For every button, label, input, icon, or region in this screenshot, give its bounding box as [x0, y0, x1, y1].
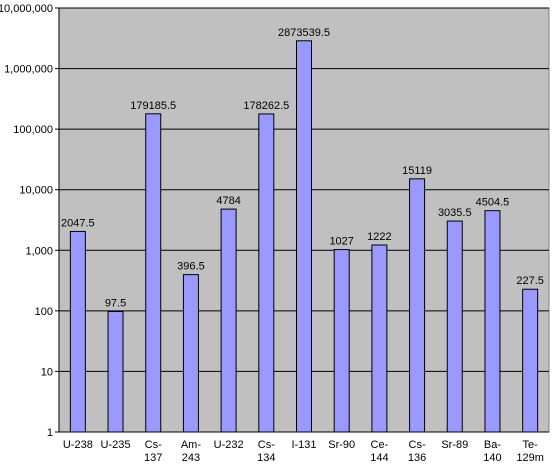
x-tick-label: Ce-144 [370, 439, 388, 464]
bar-value-label: 178262.5 [243, 100, 289, 112]
y-tick-label: 1,000 [25, 245, 53, 257]
x-tick-label: U-232 [214, 439, 244, 451]
y-tick-label: 100 [35, 306, 53, 318]
y-tick-label: 1 [47, 427, 53, 439]
x-tick-label: Te-129m [516, 439, 544, 464]
y-tick-label: 1,000,000 [4, 64, 53, 76]
bar [145, 113, 162, 433]
bar-value-label: 97.5 [105, 298, 126, 310]
bar [409, 178, 426, 433]
bar-value-label: 2047.5 [61, 217, 95, 229]
x-tick-label: Am-243 [181, 439, 202, 464]
bar [371, 244, 388, 433]
x-tick-label: U-235 [101, 439, 131, 451]
bar [522, 288, 539, 433]
x-tick-label: Cs-134 [257, 439, 275, 464]
bar [182, 274, 199, 433]
bar-value-label: 2873539.5 [278, 27, 330, 39]
bar [484, 210, 501, 433]
bar-value-label: 396.5 [177, 261, 205, 273]
bar-value-label: 3035.5 [438, 207, 472, 219]
bar-value-label: 1222 [367, 231, 391, 243]
y-tick-label: 10,000 [19, 185, 53, 197]
y-tick-label: 10 [41, 366, 53, 378]
x-tick-label: Cs-136 [408, 439, 426, 464]
bar [258, 113, 275, 433]
bar [446, 220, 463, 433]
bar [69, 230, 86, 433]
bar-value-label: 4784 [216, 195, 240, 207]
x-tick-label: U-238 [63, 439, 93, 451]
x-tick-label: Sr-90 [328, 439, 355, 451]
y-tick-label: 100,000 [13, 124, 53, 136]
bar-value-label: 179185.5 [130, 100, 176, 112]
x-tick-label: I-131 [291, 439, 316, 451]
y-tick-label: 10,000,000 [0, 3, 53, 15]
bar-value-label: 15119 [402, 165, 432, 177]
x-tick-label: Cs-137 [144, 439, 162, 464]
bar [296, 40, 312, 433]
x-tick-label: Ba-140 [483, 439, 501, 464]
bar-value-label: 1027 [329, 236, 353, 248]
bar [107, 311, 124, 433]
bar-value-label: 4504.5 [476, 197, 510, 209]
bar [333, 249, 350, 433]
x-tick-label: Sr-89 [441, 439, 468, 451]
bar [220, 208, 237, 433]
bar-value-label: 227.5 [516, 275, 544, 287]
